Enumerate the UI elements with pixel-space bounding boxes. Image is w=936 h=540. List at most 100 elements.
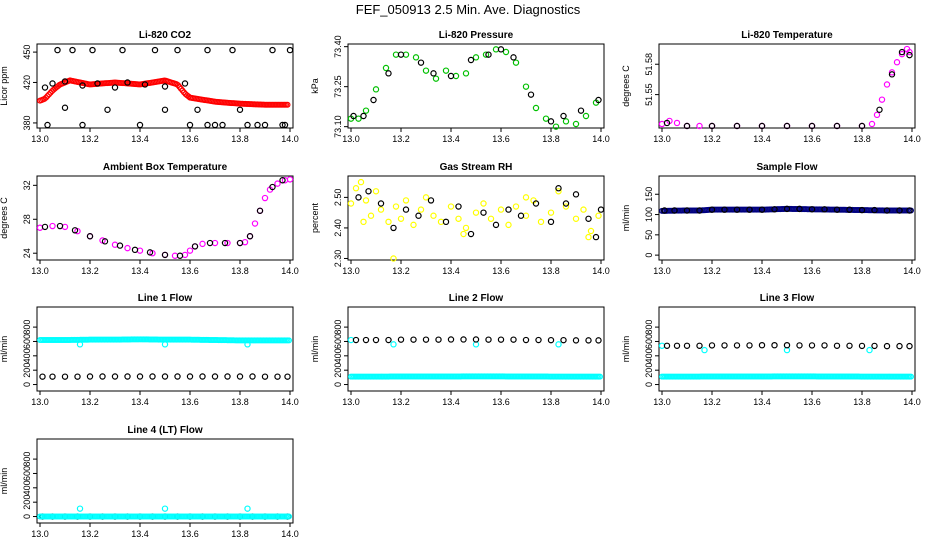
chart-panel-8: Line 2 Flow ml/min 13.0 13.2 13.4 13.6 13.8 14.…	[310, 293, 610, 407]
data-point-series-3	[595, 337, 602, 344]
data-point-series-2	[783, 122, 791, 130]
data-point-series-1	[362, 107, 370, 114]
data-point-series-2	[683, 207, 691, 214]
data-point-series-2	[402, 206, 410, 213]
data-point-series-1	[412, 54, 420, 61]
data-point-series-1	[572, 120, 580, 128]
data-point-series-1	[286, 337, 293, 344]
data-point-series-1	[402, 197, 410, 204]
data-point-series-2	[204, 121, 211, 129]
data-point-series-1	[44, 92, 51, 99]
data-point-series-1	[487, 215, 495, 222]
data-point-series-1	[124, 244, 131, 252]
data-point-series-3	[352, 336, 360, 344]
data-point-series-2	[455, 203, 462, 210]
data-point-series-3	[49, 373, 56, 380]
y-tick-label: 450	[22, 45, 32, 60]
data-point-series-2	[236, 239, 244, 247]
y-axis-label: kPa	[310, 78, 320, 94]
data-point-series-3	[372, 336, 380, 344]
x-tick-label: 13.0	[342, 266, 360, 276]
data-point-series-2	[510, 54, 517, 61]
data-point-series-1	[562, 118, 570, 125]
data-point-series-1	[480, 200, 487, 207]
data-point-series-3	[783, 341, 791, 349]
data-point-series-2	[858, 206, 866, 214]
data-point-series-2	[244, 121, 251, 129]
data-point-series-3	[896, 342, 903, 350]
y-axis-label: degrees C	[621, 65, 631, 107]
data-point-series-2	[758, 206, 766, 213]
data-point-series-2	[390, 341, 397, 348]
y-tick-label: 28	[22, 214, 32, 224]
data-point-series-2	[783, 205, 791, 213]
data-point-series-1	[532, 104, 540, 112]
data-point-series-3	[261, 373, 269, 380]
data-point-series-2	[161, 83, 169, 90]
x-tick-label: 13.6	[492, 266, 510, 276]
data-point-series-3	[547, 336, 555, 344]
data-point-series-2	[94, 80, 101, 87]
y-tick-label: 51.58	[644, 53, 654, 76]
y-axis-label: Licor ppm	[0, 66, 9, 106]
x-tick-label: 13.8	[542, 134, 560, 144]
data-point-series-2	[370, 96, 377, 104]
x-tick-label: 13.4	[131, 397, 149, 407]
x-tick-label: 14.0	[281, 134, 299, 144]
data-point-series-3	[572, 337, 580, 344]
data-point-series-2	[161, 341, 169, 348]
data-point-series-1	[241, 238, 249, 246]
data-point-series-3	[249, 373, 256, 380]
data-point-series-1	[906, 48, 913, 56]
data-point-series-2	[124, 79, 131, 86]
data-point-series-1	[367, 212, 375, 219]
data-point-series-2	[447, 72, 455, 80]
x-tick-label: 13.4	[131, 266, 149, 276]
x-tick-label: 13.6	[803, 134, 821, 144]
plot-frame	[36, 306, 294, 392]
data-point-series-3	[174, 373, 181, 380]
y-tick-label: 400	[333, 348, 343, 363]
y-tick-label: 73.10	[333, 115, 343, 138]
data-point-series-1	[547, 209, 555, 216]
data-point-series-2	[221, 239, 229, 247]
data-point-series-1	[284, 101, 291, 108]
data-point-series-3	[99, 373, 106, 380]
x-tick-label: 13.8	[231, 529, 249, 539]
data-point-series-1	[244, 505, 251, 512]
data-point-series-1	[430, 212, 437, 219]
data-point-series-2	[577, 107, 585, 114]
data-point-series-1	[286, 176, 294, 183]
data-point-series-1	[422, 67, 430, 74]
data-point-series-1	[432, 75, 440, 82]
y-tick-label: 800	[22, 452, 32, 467]
data-point-series-2	[846, 206, 853, 213]
y-axis-label: ml/min	[621, 336, 631, 363]
x-tick-label: 13.2	[81, 397, 99, 407]
y-tick-label: 2.50	[333, 189, 343, 207]
data-point-series-2	[480, 209, 487, 216]
data-point-series-1	[512, 203, 520, 210]
data-point-series-2	[206, 239, 214, 247]
data-point-series-2	[211, 121, 219, 129]
data-point-series-1	[45, 91, 52, 98]
data-point-series-2	[397, 51, 405, 58]
data-point-series-2	[101, 238, 109, 245]
x-tick-label: 13.0	[342, 397, 360, 407]
data-point-series-1	[76, 505, 84, 512]
data-point-series-1	[555, 188, 562, 195]
x-tick-label: 13.2	[392, 397, 410, 407]
chart-title: Line 3 Flow	[760, 293, 815, 304]
x-tick-label: 13.8	[231, 397, 249, 407]
data-point-series-1	[552, 123, 560, 130]
data-point-series-2	[269, 46, 276, 54]
data-point-series-2	[888, 71, 896, 78]
x-tick-label: 14.0	[592, 397, 610, 407]
data-point-series-1	[355, 115, 362, 122]
data-point-series-3	[535, 336, 542, 344]
x-tick-label: 14.0	[903, 134, 921, 144]
data-point-series-1	[472, 209, 480, 216]
data-point-series-2	[244, 341, 251, 348]
data-point-series-3	[149, 373, 156, 380]
